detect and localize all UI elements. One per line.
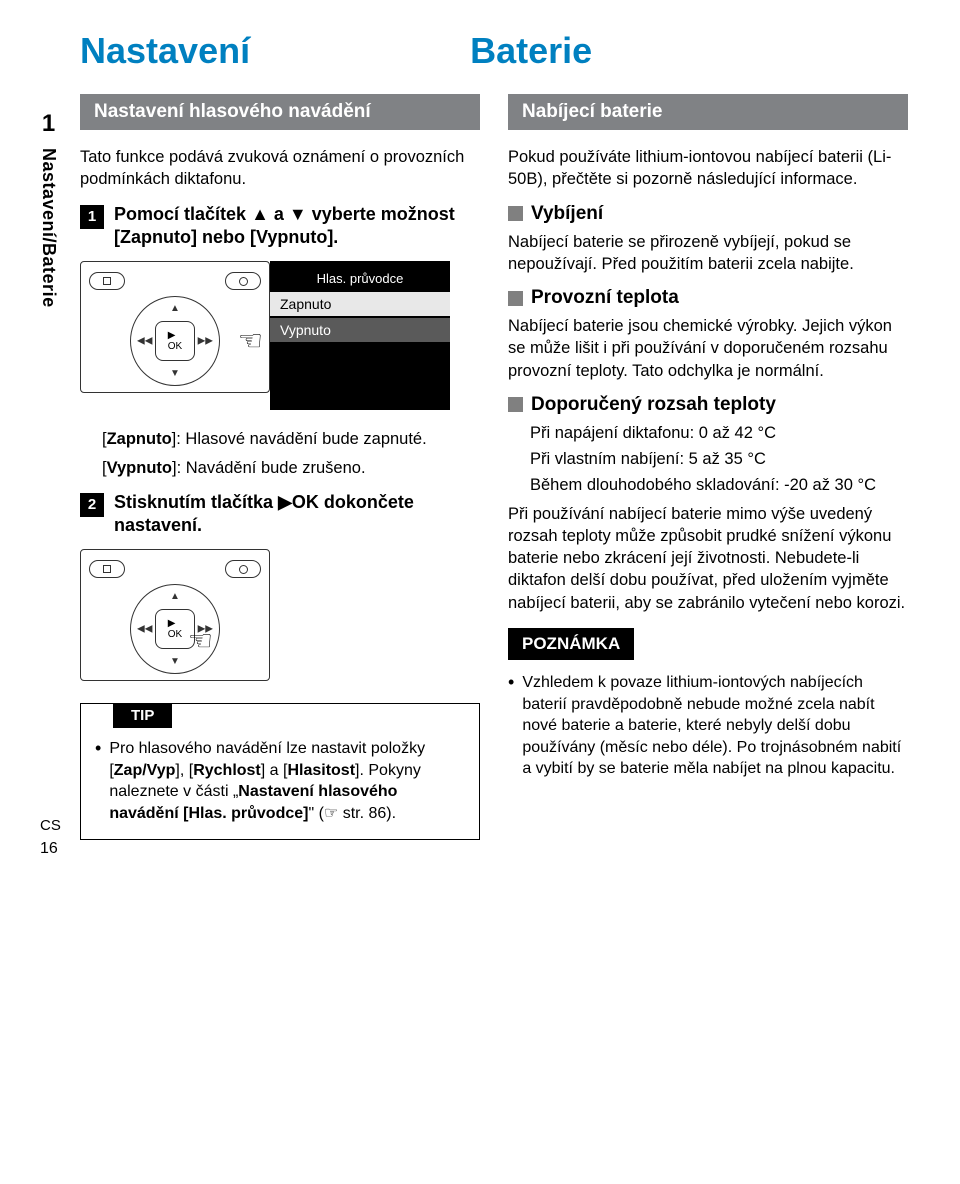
hand-pointer-icon: ☜ (238, 324, 263, 357)
step-1: 1 Pomocí tlačítek ▲ a ▼ vyberte možnost … (80, 203, 480, 250)
intro-text: Tato funkce podává zvuková oznámení o pr… (80, 146, 480, 191)
note-label: POZNÁMKA (508, 628, 634, 660)
triangle-down-icon: ▼ (289, 203, 307, 226)
t: Doporučený rozsah teploty (531, 394, 776, 416)
t: Zapnuto (120, 227, 191, 247)
t: Hlasitost (287, 762, 355, 779)
tip-label: TIP (113, 703, 172, 728)
note-bullet: Vzhledem k povaze lithium-iontových nabí… (508, 672, 908, 780)
section-header-voice-guide: Nastavení hlasového navádění (80, 94, 480, 130)
ok-glyph: ▶OK (278, 492, 319, 512)
device-panel: ▲ ▼ ◀◀ ▶▶ ▶OK ☜ (80, 261, 270, 393)
stop-button-icon (89, 560, 125, 578)
rec-button-icon (225, 272, 261, 290)
right-column: Nabíjecí baterie Pokud používáte lithium… (508, 94, 908, 840)
step-1-text: Pomocí tlačítek ▲ a ▼ vyberte možnost [Z… (114, 203, 480, 250)
t: ]: Hlasové navádění bude zapnuté. (172, 430, 427, 448)
ok-label: ▶OK (168, 618, 182, 640)
t: ], [ (175, 762, 193, 779)
dpad-icon: ▲ ▼ ◀◀ ▶▶ ▶OK (130, 296, 220, 386)
step-2-text: Stisknutím tlačítka ▶OK dokončete nastav… (114, 491, 480, 538)
screen-title: Hlas. průvodce (270, 269, 450, 290)
triangle-up-icon: ▲ (251, 203, 269, 226)
note-text: Vzhledem k povaze lithium-iontových nabí… (522, 672, 908, 780)
step-number-2: 2 (80, 493, 104, 517)
screen-option-off: Vypnuto (270, 318, 450, 342)
step-number-1: 1 (80, 205, 104, 229)
device-screen: Hlas. průvodce Zapnuto Vypnuto (270, 261, 450, 410)
device-illustration-2: ▲ ▼ ◀◀ ▶▶ ▶OK ☜ (80, 549, 480, 681)
step-2: 2 Stisknutím tlačítka ▶OK dokončete nast… (80, 491, 480, 538)
device-panel: ▲ ▼ ◀◀ ▶▶ ▶OK ☜ (80, 549, 270, 681)
tip-box: TIP Pro hlasového navádění lze nastavit … (80, 703, 480, 839)
title-right: Baterie (470, 30, 592, 72)
side-tab: 1 Nastavení/Baterie (38, 110, 59, 308)
section-header-battery: Nabíjecí baterie (508, 94, 908, 130)
discharge-text: Nabíjecí baterie se přirozeně vybíjejí, … (508, 231, 908, 276)
hand-pointer-icon: ☜ (188, 624, 213, 657)
t: Stisknutím tlačítka (114, 492, 278, 512)
device-illustration-1: ▲ ▼ ◀◀ ▶▶ ▶OK ☜ Hlas. průvodce Zapnuto V… (80, 261, 480, 410)
t: ]. (327, 227, 338, 247)
t: a (269, 204, 289, 224)
chapter-label: Nastavení/Baterie (38, 148, 59, 308)
t: Zapnuto (107, 430, 172, 448)
title-left: Nastavení (80, 30, 250, 72)
option-desc-on: [Zapnuto]: Hlasové navádění bude zapnuté… (80, 428, 480, 451)
battery-intro: Pokud používáte lithium-iontovou nabíjec… (508, 146, 908, 191)
chapter-number: 1 (42, 110, 55, 138)
t: Pomocí tlačítek (114, 204, 251, 224)
ok-label: ▶OK (168, 330, 182, 352)
t: Vypnuto (256, 227, 327, 247)
manual-page: Nastavení Baterie 1 Nastavení/Baterie Na… (0, 0, 960, 870)
range-1: Při napájení diktafonu: 0 až 42 °C (508, 422, 908, 444)
t: Zap/Vyp (114, 762, 176, 779)
range-2: Při vlastním nabíjení: 5 až 35 °C (508, 448, 908, 470)
t: Rychlost (193, 762, 261, 779)
optemp-text: Nabíjecí baterie jsou chemické výrobky. … (508, 315, 908, 382)
t: Vybíjení (531, 203, 603, 225)
rec-button-icon (225, 560, 261, 578)
subhead-rectemp: Doporučený rozsah teploty (508, 394, 908, 416)
t: Vypnuto (107, 459, 172, 477)
t: ]: Navádění bude zrušeno. (172, 459, 366, 477)
tip-bullet: Pro hlasového navádění lze nastavit polo… (95, 738, 465, 824)
rectemp-text: Při používání nabíjecí baterie mimo výše… (508, 503, 908, 614)
option-desc-off: [Vypnuto]: Navádění bude zrušeno. (80, 457, 480, 480)
range-3: Během dlouhodobého skladování: -20 až 30… (508, 474, 908, 496)
left-column: Nastavení hlasového navádění Tato funkce… (80, 94, 480, 840)
footer-page: 16 (40, 840, 58, 858)
footer-lang: CS (40, 817, 61, 834)
screen-option-on: Zapnuto (270, 292, 450, 316)
t: ] nebo [ (191, 227, 256, 247)
title-row: Nastavení Baterie (80, 30, 910, 72)
t: " (☞ str. 86). (308, 805, 396, 822)
t: Provozní teplota (531, 287, 679, 309)
subhead-optemp: Provozní teplota (508, 287, 908, 309)
subhead-discharge: Vybíjení (508, 203, 908, 225)
t: ] a [ (261, 762, 288, 779)
stop-button-icon (89, 272, 125, 290)
